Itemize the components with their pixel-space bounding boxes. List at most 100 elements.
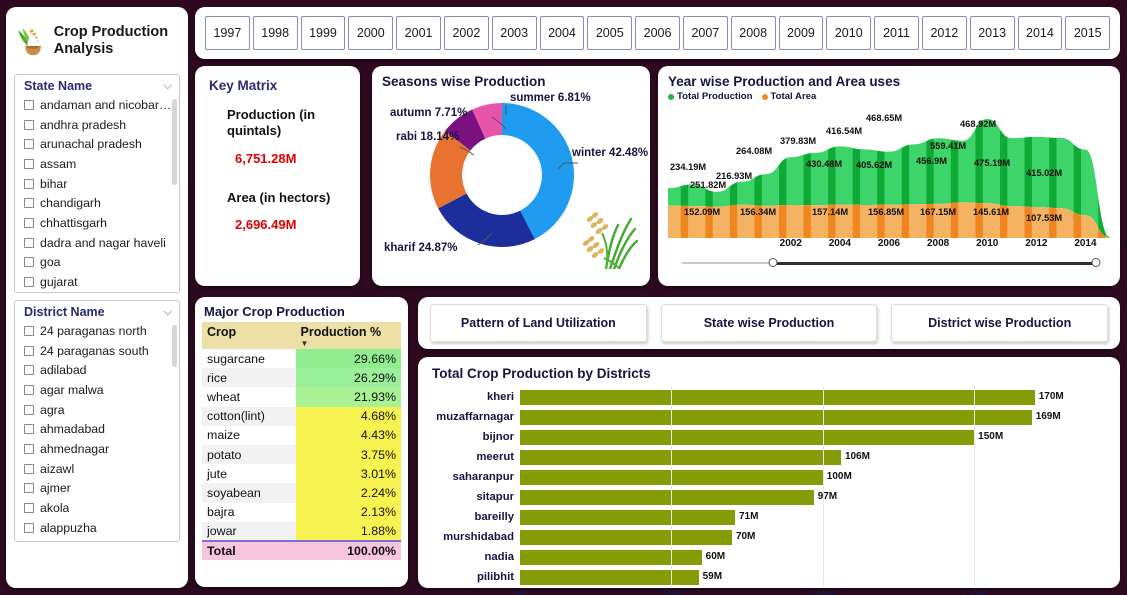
bar-row[interactable]: bareilly 71M — [432, 507, 1108, 527]
area-series-total-area[interactable] — [668, 202, 1110, 238]
bar[interactable] — [520, 429, 975, 445]
districts-bar-chart[interactable]: kheri 170M muzaffarnagar 169M bijnor 150M meer… — [432, 387, 1108, 587]
district-slicer-item[interactable]: akola — [24, 498, 173, 518]
year-button[interactable]: 2015 — [1065, 16, 1111, 50]
table-row[interactable]: rice 26.29% — [202, 368, 401, 388]
table-row[interactable]: soyabean 2.24% — [202, 483, 401, 503]
year-button[interactable]: 2005 — [587, 16, 633, 50]
district-name-slicer[interactable]: District Name ⌵ 24 paraganas north 24 par… — [14, 300, 180, 542]
legend-item[interactable]: Total Production — [668, 91, 753, 102]
bar[interactable] — [520, 449, 841, 465]
district-slicer-item[interactable]: 24 paraganas north — [24, 321, 173, 341]
year-button[interactable]: 2001 — [396, 16, 441, 50]
district-slicer-item[interactable]: agar malwa — [24, 380, 173, 400]
nav-button-pattern-of-land-utilization[interactable]: Pattern of Land Utilization — [430, 304, 647, 342]
column-header-production-pct[interactable]: Production % ▼ — [295, 322, 401, 349]
bar[interactable] — [520, 509, 735, 525]
district-slicer-item[interactable]: adilabad — [24, 360, 173, 380]
state-slicer-item[interactable]: andhra pradesh — [24, 115, 173, 135]
chevron-down-icon[interactable]: ⌵ — [163, 79, 172, 92]
donut-slice-winter[interactable] — [502, 103, 574, 240]
bar-row[interactable]: sitapur 97M — [432, 487, 1108, 507]
bar[interactable] — [520, 549, 702, 565]
bar-row[interactable]: pilibhit 59M — [432, 567, 1108, 587]
checkbox[interactable] — [24, 325, 34, 336]
state-slicer-list[interactable]: andaman and nicobar i... andhra pradesh ar… — [15, 95, 179, 293]
table-row[interactable]: jute 3.01% — [202, 464, 401, 484]
year-button[interactable]: 2011 — [874, 16, 919, 50]
table-row[interactable]: bajra 2.13% — [202, 502, 401, 522]
year-button[interactable]: 2003 — [491, 16, 537, 50]
table-row[interactable]: sugarcane 29.66% — [202, 349, 401, 369]
table-row[interactable]: potato 3.75% — [202, 444, 401, 465]
table-row[interactable]: maize 4.43% — [202, 425, 401, 445]
year-range-slider[interactable] — [682, 255, 1101, 271]
year-button[interactable]: 2006 — [635, 16, 680, 50]
checkbox[interactable] — [24, 277, 34, 288]
crop-production-table[interactable]: Crop Production % ▼ sugarcane 29.66% rice 2… — [202, 322, 401, 561]
donut-slice-summer[interactable] — [472, 103, 502, 139]
year-button[interactable]: 1997 — [205, 16, 250, 50]
area-chart-svg[interactable] — [668, 106, 1110, 238]
bar-row[interactable]: meerut 106M — [432, 447, 1108, 467]
donut-slice-autumn[interactable] — [445, 109, 486, 151]
district-slicer-list[interactable]: 24 paraganas north 24 paraganas south adil… — [15, 321, 179, 538]
checkbox[interactable] — [24, 158, 34, 169]
state-slicer-scrollbar[interactable] — [172, 99, 177, 185]
chevron-down-icon[interactable]: ⌵ — [163, 305, 172, 318]
bar[interactable] — [520, 529, 732, 545]
table-row[interactable]: wheat 21.93% — [202, 387, 401, 407]
year-button[interactable]: 2012 — [921, 16, 967, 50]
bar-row[interactable]: bijnor 150M — [432, 427, 1108, 447]
year-button[interactable]: 2010 — [826, 16, 872, 50]
nav-button-state-wise-production[interactable]: State wise Production — [660, 304, 878, 342]
bar-row[interactable]: muzaffarnagar 169M — [432, 407, 1108, 427]
state-slicer-item[interactable]: chandigarh — [24, 193, 173, 213]
year-button[interactable]: 2014 — [1017, 16, 1063, 50]
state-slicer-item[interactable]: haryana — [24, 292, 173, 293]
legend-item[interactable]: Total Area — [761, 91, 816, 102]
district-slicer-item[interactable]: alappuzha — [24, 518, 173, 538]
table-row[interactable]: cotton(lint) 4.68% — [202, 406, 401, 426]
donut-svg[interactable] — [382, 89, 660, 269]
area-series-total-production[interactable] — [668, 118, 1110, 238]
checkbox[interactable] — [24, 424, 34, 435]
district-slicer-item[interactable]: ajmer — [24, 479, 173, 499]
year-button[interactable]: 2000 — [348, 16, 394, 50]
checkbox[interactable] — [24, 463, 34, 474]
district-slicer-item[interactable]: ahmednagar — [24, 439, 173, 459]
year-button[interactable]: 2002 — [443, 16, 489, 50]
bar-row[interactable]: murshidabad 70M — [432, 527, 1108, 547]
checkbox[interactable] — [24, 522, 34, 533]
state-slicer-item[interactable]: dadra and nagar haveli — [24, 233, 173, 253]
year-button[interactable]: 2013 — [969, 16, 1015, 50]
checkbox[interactable] — [24, 217, 34, 228]
district-slicer-item[interactable]: aizawl — [24, 459, 173, 479]
state-slicer-item[interactable]: andaman and nicobar i... — [24, 95, 173, 115]
bar[interactable] — [520, 409, 1032, 425]
checkbox[interactable] — [24, 139, 34, 150]
state-slicer-item[interactable]: bihar — [24, 174, 173, 194]
district-slicer-scrollbar[interactable] — [172, 325, 177, 367]
checkbox[interactable] — [24, 119, 34, 130]
seasons-donut-chart[interactable]: winter 42.48% kharif 24.87% rabi 18.14% aut… — [382, 89, 648, 269]
nav-button-district-wise-production[interactable]: District wise Production — [891, 304, 1109, 342]
year-button[interactable]: 1999 — [300, 16, 346, 50]
checkbox[interactable] — [24, 178, 34, 189]
checkbox[interactable] — [24, 404, 34, 415]
state-slicer-item[interactable]: gujarat — [24, 272, 173, 292]
year-button[interactable]: 2009 — [778, 16, 824, 50]
district-slicer-item[interactable]: agra — [24, 400, 173, 420]
checkbox[interactable] — [24, 99, 34, 110]
state-slicer-item[interactable]: arunachal pradesh — [24, 134, 173, 154]
year-button[interactable]: 1998 — [252, 16, 298, 50]
checkbox[interactable] — [24, 345, 34, 356]
slider-handle-left[interactable] — [768, 258, 778, 267]
year-button[interactable]: 2008 — [730, 16, 776, 50]
state-slicer-item[interactable]: assam — [24, 154, 173, 174]
state-name-slicer[interactable]: State Name ⌵ andaman and nicobar i... and… — [14, 74, 180, 293]
bar[interactable] — [520, 389, 1035, 405]
checkbox[interactable] — [24, 483, 34, 494]
state-slicer-item[interactable]: goa — [24, 253, 173, 273]
checkbox[interactable] — [24, 257, 34, 268]
